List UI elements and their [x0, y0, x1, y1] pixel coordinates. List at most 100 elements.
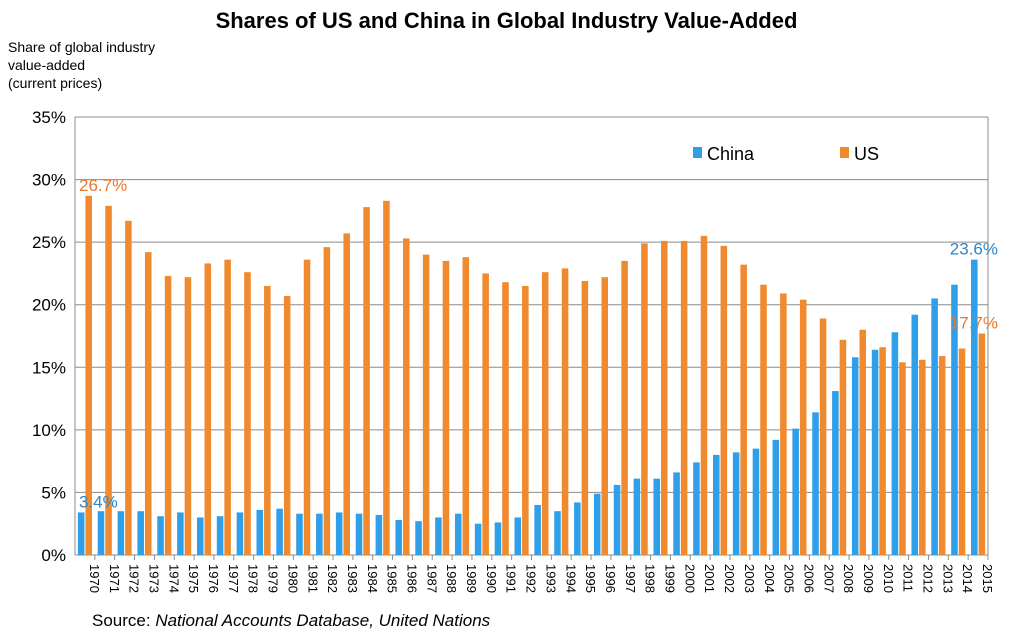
- x-tick-label: 2013: [940, 564, 955, 593]
- bar-china-1975: [177, 512, 184, 555]
- bar-china-1997: [613, 484, 621, 555]
- bar-china-1982: [316, 513, 323, 555]
- bar-us-2009: [859, 329, 867, 555]
- bar-us-1985: [383, 200, 390, 556]
- bar-china-2005: [772, 439, 780, 555]
- bar-us-1990: [482, 273, 489, 555]
- y-tick-label: 20%: [32, 296, 66, 315]
- x-tick-label: 2004: [762, 564, 777, 593]
- legend-label-china: China: [707, 144, 755, 164]
- bar-us-1971: [105, 205, 112, 555]
- legend-label-us: US: [854, 144, 879, 164]
- bar-us-1998: [641, 243, 648, 555]
- x-tick-label: 1991: [504, 564, 519, 593]
- bar-us-1981: [303, 259, 311, 555]
- data-label-china-2015: 23.6%: [950, 240, 998, 259]
- y-tick-label: 35%: [32, 108, 66, 127]
- bar-us-1979: [264, 285, 271, 555]
- bar-china-2008: [832, 391, 839, 555]
- bar-china-2002: [713, 454, 720, 555]
- x-tick-label: 2008: [841, 564, 856, 593]
- bar-us-1983: [343, 233, 350, 555]
- bar-china-1999: [653, 478, 661, 555]
- bar-china-1996: [593, 493, 601, 555]
- bar-us-2008: [839, 339, 847, 555]
- x-tick-label: 1984: [365, 564, 380, 593]
- x-tick-label: 1974: [166, 564, 181, 593]
- bar-china-1972: [117, 511, 125, 555]
- y-tick-label: 0%: [41, 546, 66, 565]
- x-tick-label: 1983: [345, 564, 360, 593]
- x-tick-label: 2006: [801, 564, 816, 593]
- bar-us-1989: [462, 257, 470, 555]
- x-tick-label: 1992: [524, 564, 539, 593]
- x-tick-label: 1998: [643, 564, 658, 593]
- data-label-us-1970: 26.7%: [79, 176, 127, 195]
- bar-us-2004: [760, 284, 767, 555]
- x-tick-label: 1976: [206, 564, 221, 593]
- x-tick-label: 1980: [285, 564, 300, 593]
- bar-us-2010: [879, 347, 886, 555]
- chart-title: Shares of US and China in Global Industr…: [215, 8, 798, 33]
- x-tick-label: 1986: [404, 564, 419, 593]
- bar-us-1970: [85, 195, 92, 555]
- x-tick-label: 2002: [722, 564, 737, 593]
- x-tick-label: 2012: [921, 564, 936, 593]
- bar-us-1997: [621, 260, 628, 555]
- y-axis-label-line-3: (current prices): [8, 75, 103, 91]
- bar-us-1982: [323, 247, 331, 556]
- x-tick-label: 2005: [782, 564, 797, 593]
- data-label-us-2015: 17.7%: [950, 313, 998, 332]
- bar-china-2003: [732, 452, 740, 555]
- bar-china-1992: [514, 517, 522, 555]
- bar-us-2003: [740, 264, 747, 555]
- x-tick-label: 1990: [484, 564, 499, 593]
- bar-us-1977: [224, 259, 231, 555]
- x-tick-label: 1994: [563, 564, 578, 593]
- bar-china-1991: [494, 522, 502, 555]
- bar-china-1978: [236, 512, 244, 555]
- bar-us-1987: [422, 254, 430, 555]
- y-axis-label-line-1: Share of global industry: [8, 39, 156, 55]
- bar-us-2014: [958, 348, 966, 555]
- x-tick-label: 1987: [424, 564, 439, 593]
- bar-china-2004: [752, 448, 760, 555]
- x-tick-label: 1973: [146, 564, 161, 593]
- bar-us-1988: [442, 260, 450, 555]
- x-tick-label: 1993: [543, 564, 558, 593]
- x-tick-label: 1989: [464, 564, 479, 593]
- bar-china-1977: [216, 516, 224, 555]
- bar-china-1973: [137, 511, 144, 555]
- bar-us-1999: [661, 240, 668, 556]
- bar-us-1973: [144, 252, 152, 555]
- bar-us-1994: [561, 268, 569, 555]
- bar-us-2007: [819, 318, 827, 555]
- source-text: National Accounts Database, United Natio…: [155, 611, 491, 630]
- source-note: Source: National Accounts Database, Unit…: [92, 611, 490, 631]
- bar-us-1978: [244, 272, 251, 555]
- bar-us-1991: [502, 282, 509, 555]
- legend-swatch-us: [840, 147, 849, 158]
- bar-china-1984: [355, 513, 363, 555]
- bar-us-2012: [919, 359, 926, 555]
- bar-china-1989: [454, 513, 462, 555]
- y-tick-label: 5%: [41, 483, 66, 502]
- data-label-china-1970: 3.4%: [79, 492, 118, 511]
- x-tick-label: 1985: [385, 564, 400, 593]
- bar-china-1971: [97, 511, 105, 555]
- bar-us-1974: [164, 275, 172, 555]
- bar-china-2001: [693, 462, 700, 555]
- bar-china-1987: [415, 521, 422, 555]
- x-tick-label: 2007: [821, 564, 836, 593]
- x-tick-label: 1982: [325, 564, 340, 593]
- bar-us-1972: [125, 220, 132, 555]
- bar-us-1980: [283, 295, 291, 555]
- x-tick-label: 2009: [861, 564, 876, 593]
- x-tick-label: 2010: [881, 564, 896, 593]
- bar-us-2001: [700, 235, 708, 555]
- y-axis-label-line-2: value-added: [8, 57, 86, 73]
- bar-china-2015: [971, 259, 978, 555]
- x-tick-label: 1997: [623, 564, 638, 593]
- bar-us-2015: [978, 333, 986, 555]
